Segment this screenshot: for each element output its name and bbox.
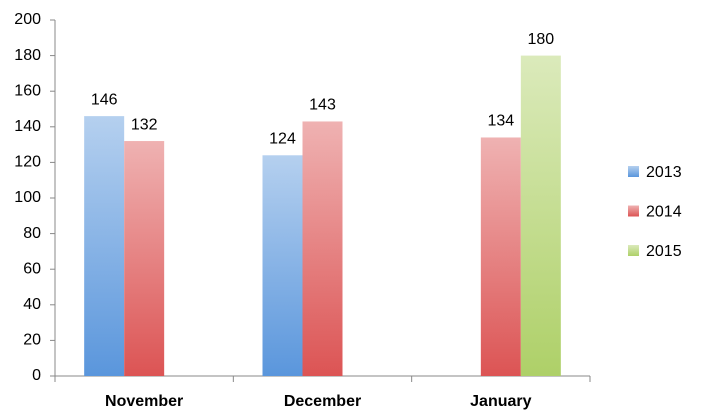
- x-tick-label: November: [105, 393, 183, 410]
- y-tick-label: 200: [14, 11, 41, 28]
- legend-swatch: [628, 205, 639, 217]
- bar: [124, 141, 165, 376]
- legend-label: 2013: [646, 164, 682, 181]
- data-label: 124: [269, 130, 296, 147]
- y-tick-label: 20: [23, 332, 41, 349]
- y-tick-label: 180: [14, 47, 41, 64]
- legend-label: 2015: [646, 243, 682, 260]
- data-label: 134: [487, 113, 514, 130]
- y-tick-label: 160: [14, 82, 41, 99]
- bar: [262, 155, 303, 376]
- data-label: 180: [527, 31, 554, 48]
- y-tick-label: 140: [14, 118, 41, 135]
- y-tick-label: 120: [14, 154, 41, 171]
- legend-label: 2014: [646, 204, 682, 221]
- y-tick-label: 40: [23, 296, 41, 313]
- x-tick-label: December: [284, 393, 361, 410]
- bar: [520, 55, 561, 376]
- y-tick-label: 60: [23, 260, 41, 277]
- y-tick-label: 0: [32, 367, 41, 384]
- legend-swatch: [628, 245, 639, 256]
- data-label: 143: [309, 97, 336, 114]
- bar: [302, 121, 343, 377]
- data-label: 146: [91, 91, 118, 108]
- bar: [84, 116, 125, 377]
- y-tick-label: 80: [23, 225, 41, 242]
- legend-swatch: [628, 166, 639, 177]
- x-tick-label: January: [470, 393, 531, 410]
- data-label: 132: [131, 116, 158, 133]
- y-tick-label: 100: [14, 189, 41, 206]
- bar: [480, 137, 521, 376]
